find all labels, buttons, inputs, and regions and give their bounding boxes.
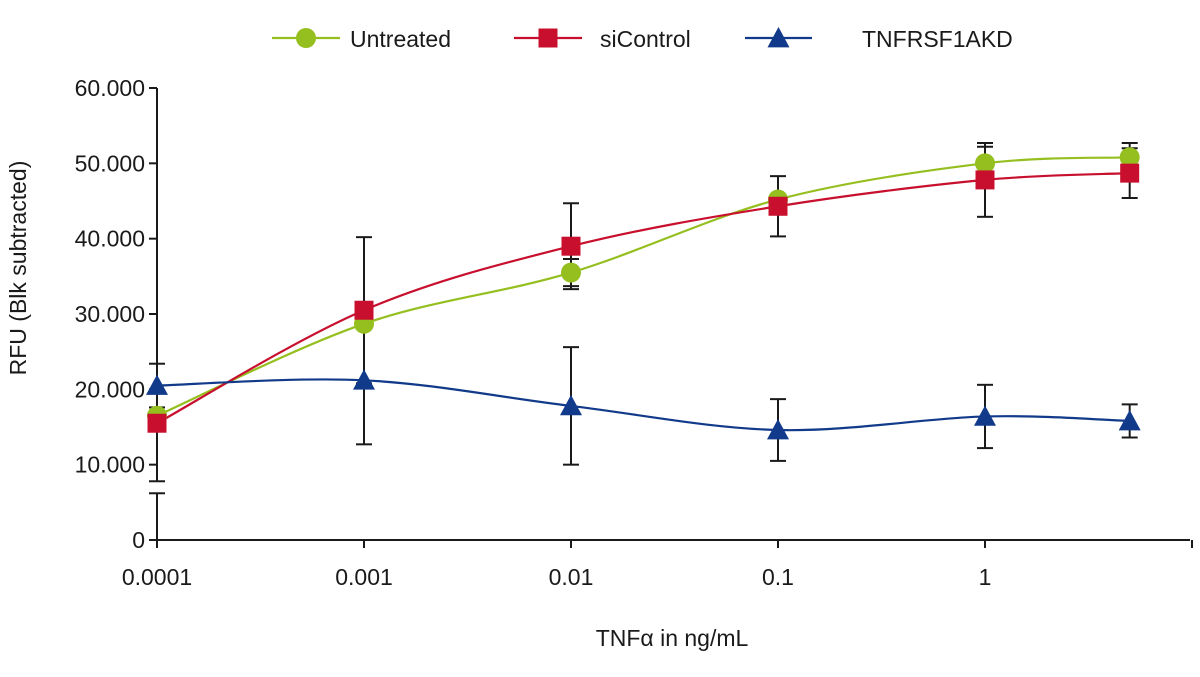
data-point [975, 153, 995, 174]
data-point [560, 394, 582, 416]
data-point [561, 262, 581, 283]
y-tick-label: 30.000 [75, 301, 145, 327]
y-tick-label: 40.000 [75, 226, 145, 252]
data-point [975, 170, 995, 190]
data-point [1120, 163, 1140, 183]
x-tick-label: 0.1 [762, 564, 794, 590]
x-axis-title: TNFα in ng/mL [596, 625, 749, 651]
data-point [561, 236, 581, 256]
data-point [768, 196, 788, 216]
data-point [353, 369, 375, 390]
legend-marker [767, 27, 790, 48]
data-point [767, 419, 789, 440]
x-tick-label: 1 [979, 564, 992, 590]
data-point [1119, 147, 1140, 168]
y-tick-label: 20.000 [75, 376, 145, 402]
axis-break-gap [151, 481, 163, 494]
x-tick-label: 0.0001 [122, 564, 192, 590]
legend-item-tnfrsf1akd: TNFRSF1AKD [745, 26, 1013, 52]
legend-marker [538, 28, 558, 48]
legend-label: Untreated [350, 26, 451, 52]
data-point [974, 405, 996, 426]
y-axis-title: RFU (Blk subtracted) [5, 161, 31, 376]
x-tick-label: 0.01 [549, 564, 594, 590]
legend-marker [296, 28, 316, 48]
data-point [147, 413, 167, 433]
data-point [354, 300, 374, 320]
series-layer [146, 141, 1141, 466]
axes: 0 10.000 20.000 30.000 40.000 50.000 60.000 0.… [75, 75, 1193, 590]
y-ticks: 0 10.000 20.000 30.000 40.000 50.000 60.000 [75, 75, 157, 553]
series-points-sicontrol [147, 163, 1140, 433]
y-tick-label: 60.000 [75, 75, 145, 101]
series-points-tnfrsf1akd [146, 369, 1141, 440]
legend: Untreated siControl TNFRSF1AKD [272, 26, 1013, 52]
y-tick-label: 50.000 [75, 150, 145, 176]
data-point [1118, 409, 1141, 431]
legend-item-sicontrol: siControl [514, 26, 691, 52]
y-tick-label: 10.000 [75, 452, 145, 478]
legend-label: siControl [600, 26, 691, 52]
error-bars-tnfrsf1akd [149, 315, 1138, 466]
error-bars-untreated [563, 141, 1138, 288]
error-bars-sicontrol [356, 141, 1138, 385]
legend-label: TNFRSF1AKD [862, 26, 1013, 52]
x-tick-label: 0.001 [335, 564, 393, 590]
series-line-untreated [156, 156, 1130, 417]
data-point [146, 374, 168, 395]
x-ticks: 0.0001 0.001 0.01 0.1 1 [122, 540, 1193, 590]
y-axis-break [149, 480, 165, 495]
legend-item-untreated: Untreated [272, 26, 451, 52]
y-tick-label: 0 [132, 527, 145, 553]
